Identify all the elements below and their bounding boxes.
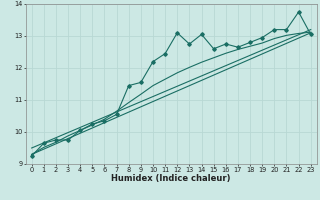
- X-axis label: Humidex (Indice chaleur): Humidex (Indice chaleur): [111, 174, 231, 183]
